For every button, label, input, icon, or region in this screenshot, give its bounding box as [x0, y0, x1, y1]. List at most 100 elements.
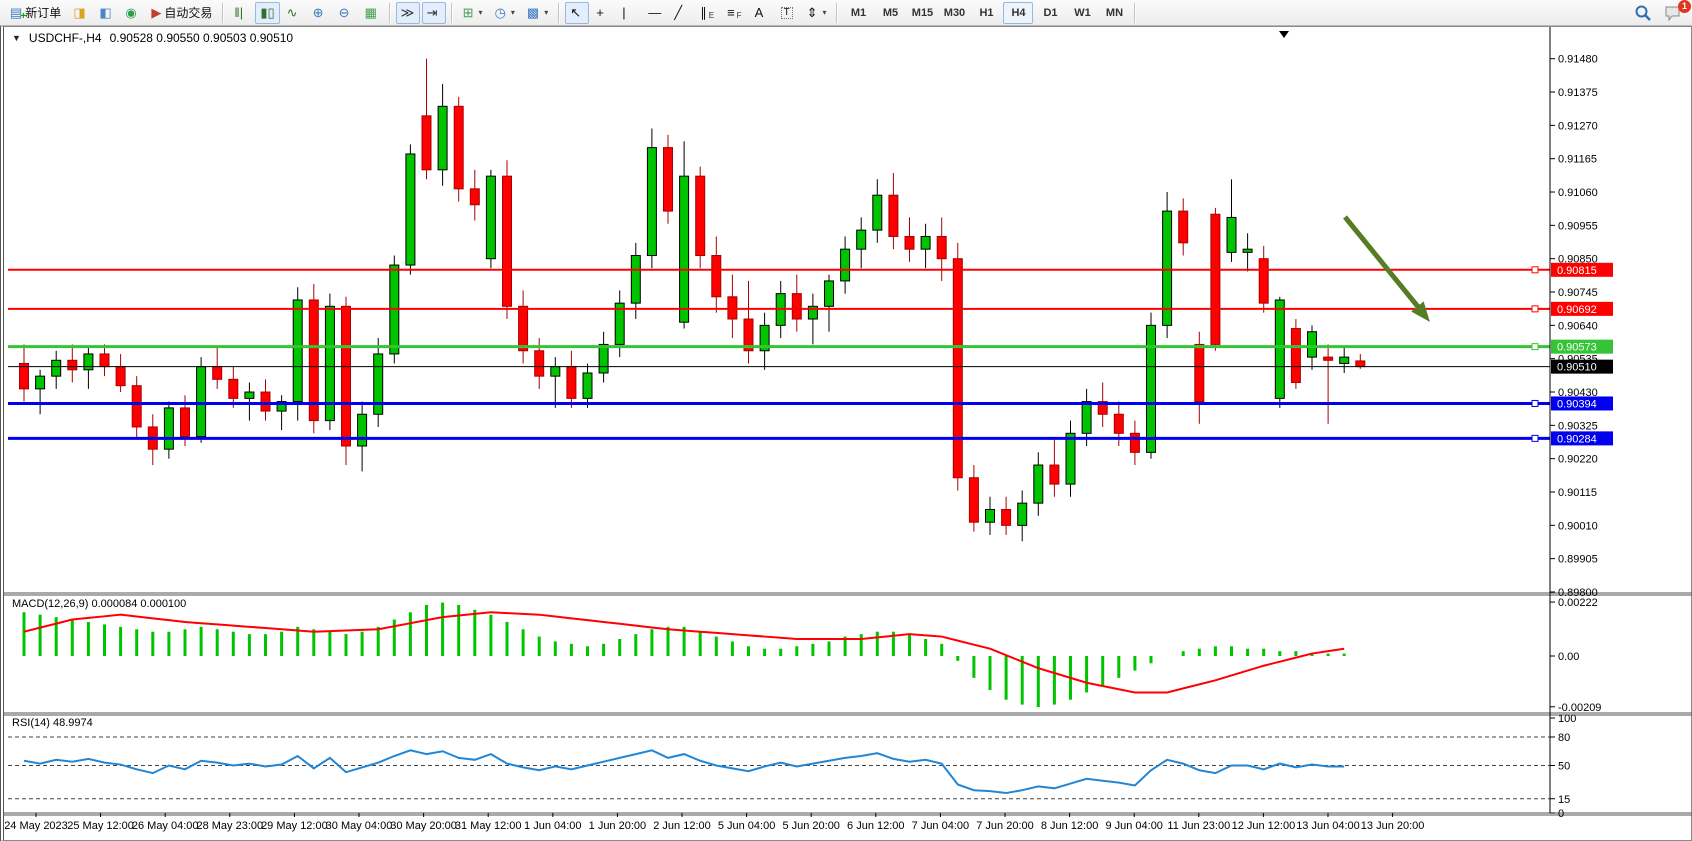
collapse-ohlc-icon[interactable]: ▼	[12, 33, 21, 43]
charts-icon-icon: ◨	[73, 5, 86, 20]
rsi-indicator-label: RSI(14) 48.9974	[12, 717, 93, 729]
candle	[856, 217, 867, 269]
timeframe-m30[interactable]: M30	[943, 6, 966, 19]
main-toolbar: ▤ + 新订单 ◨ ◧ ◉ ▶ 自动交易 ‖| ▮▯ ∿ ⊕ ⊖ ▦ ≫ ⇥ ⊞ ▾ ◷ ▾ ▩ ▾ ↖ + | — ╱ ∥ E ≡ F A T…	[0, 0, 1692, 26]
svg-text:0.91060: 0.91060	[1558, 187, 1598, 199]
svg-text:0.90325: 0.90325	[1558, 420, 1598, 432]
timeframe-group: M1 M5 M15 M30 H1 H4 D1 W1 MN	[842, 0, 1130, 26]
svg-text:80: 80	[1558, 732, 1570, 744]
zoom-out-button[interactable]: ⊖	[334, 2, 358, 24]
candle	[630, 242, 641, 320]
chart-window: 0.90815 0.90692 0.90573 0.90510 0.90394 0.902…	[0, 26, 1692, 841]
timeframe-mn[interactable]: MN	[1105, 6, 1124, 19]
equidistant-channel-icon: ∥	[700, 5, 707, 20]
support-line-blue-1-handle[interactable]	[1531, 399, 1539, 407]
search-button[interactable]	[1629, 2, 1657, 24]
bid-price-line-price-tag	[1551, 359, 1613, 374]
dropdown-arrow-icon[interactable]: ▾	[478, 8, 483, 17]
new-order-button[interactable]: ▤ + 新订单	[5, 2, 66, 24]
dropdown-arrow-icon[interactable]: ▾	[544, 8, 549, 17]
svg-text:0.90010: 0.90010	[1558, 520, 1598, 532]
candle	[373, 338, 384, 427]
svg-text:50: 50	[1558, 761, 1570, 773]
candle	[1146, 312, 1156, 459]
candle	[19, 344, 29, 402]
chart-shift-button[interactable]: ⇥	[421, 1, 446, 24]
toolbar-separator	[388, 2, 391, 23]
resistance-line-1-price-tag	[1551, 262, 1613, 277]
auto-scroll-button[interactable]: ≫	[395, 1, 420, 24]
svg-text:0.90220: 0.90220	[1558, 454, 1598, 466]
autotrading-icon: ▶	[151, 5, 162, 20]
cursor-button[interactable]: ↖	[565, 1, 590, 24]
charts-icon[interactable]: ◨	[68, 2, 92, 24]
svg-text:0.90510: 0.90510	[1557, 362, 1597, 374]
candle	[437, 84, 448, 186]
trendline-button[interactable]: ╱	[669, 2, 693, 24]
time-axis-label: 30 May 04:00	[326, 820, 393, 832]
chart-shift-marker[interactable]	[1279, 31, 1289, 38]
text-button[interactable]: A	[750, 2, 774, 24]
templates-button[interactable]: ▩ ▾	[522, 2, 553, 24]
line-chart-button[interactable]: ∿	[282, 2, 306, 24]
svg-text:0.91375: 0.91375	[1558, 87, 1598, 99]
candle	[888, 172, 899, 250]
time-axis-label: 5 Jun 04:00	[718, 820, 776, 832]
chart-canvas[interactable]: 0.90815 0.90692 0.90573 0.90510 0.90394 0.902…	[4, 27, 1692, 840]
candle	[566, 350, 577, 408]
time-axis-label: 25 May 12:00	[67, 820, 134, 832]
vertical-line-icon: |	[622, 5, 626, 20]
svg-text:0.90955: 0.90955	[1558, 220, 1598, 232]
tile-windows-icon: ▦	[364, 5, 377, 20]
time-axis-label: 2 Jun 12:00	[653, 820, 711, 832]
chart-title: ▼ USDCHF-,H4 0.90528 0.90550 0.90503 0.9…	[12, 31, 293, 45]
candle	[308, 284, 319, 434]
dropdown-arrow-icon[interactable]: ▾	[510, 8, 515, 17]
fibonacci-button[interactable]: ≡ F	[722, 2, 747, 24]
support-line-green-handle[interactable]	[1531, 343, 1539, 351]
time-axis-label: 7 Jun 20:00	[976, 820, 1034, 832]
bar-chart-button[interactable]: ‖|	[229, 2, 253, 24]
resistance-line-1-handle[interactable]	[1531, 266, 1539, 274]
horizontal-line-button[interactable]: —	[643, 2, 667, 24]
equidistant-channel-button[interactable]: ∥ E	[695, 2, 720, 24]
timeframe-m1[interactable]: M1	[850, 6, 867, 19]
candle	[663, 134, 673, 224]
zoom-in-icon: ⊕	[312, 5, 324, 20]
dropdown-arrow-icon[interactable]: ▾	[822, 8, 827, 17]
signals-icon[interactable]: ◉	[120, 2, 144, 24]
notifications-button[interactable]: 1	[1659, 0, 1691, 24]
candle	[453, 96, 464, 202]
timeframe-h4[interactable]: H4	[1003, 1, 1034, 24]
time-axis-label: 30 May 20:00	[390, 820, 457, 832]
candle	[985, 496, 995, 535]
zoom-in-button[interactable]: ⊕	[308, 2, 332, 24]
timeframe-h1[interactable]: H1	[979, 6, 994, 19]
support-line-blue-2-handle[interactable]	[1531, 434, 1539, 442]
candlestick-chart-button[interactable]: ▮▯	[255, 1, 280, 24]
timeframe-m5[interactable]: M5	[882, 6, 899, 19]
autotrading-button[interactable]: ▶ 自动交易	[146, 2, 217, 24]
macd-signal-line	[23, 611, 1345, 694]
candle	[582, 363, 593, 408]
expert-advisors-icon[interactable]: ◧	[94, 2, 118, 24]
time-axis-label: 1 Jun 20:00	[589, 820, 647, 832]
timeframe-m15[interactable]: M15	[911, 6, 934, 19]
arrows-icon: ⇕	[806, 5, 818, 20]
vertical-line-button[interactable]: |	[617, 2, 641, 24]
arrows-button[interactable]: ⇕ ▾	[802, 2, 832, 24]
fibonacci-icon: ≡	[727, 5, 735, 20]
tile-windows-button[interactable]: ▦	[360, 2, 384, 24]
timeframe-d1[interactable]: D1	[1043, 6, 1058, 19]
periods-button[interactable]: ◷ ▾	[490, 2, 520, 24]
resistance-line-2-handle[interactable]	[1531, 305, 1539, 313]
text-label-button[interactable]: T	[776, 2, 800, 24]
timeframe-w1[interactable]: W1	[1074, 6, 1091, 19]
time-axis-label: 12 Jun 12:00	[1232, 820, 1296, 832]
crosshair-button[interactable]: +	[591, 2, 615, 24]
down-arrow-annotation[interactable]	[1343, 215, 1436, 327]
indicators-button[interactable]: ⊞ ▾	[458, 2, 488, 24]
svg-text:0.90692: 0.90692	[1557, 304, 1597, 316]
candle	[840, 236, 851, 294]
candle	[1258, 246, 1269, 313]
